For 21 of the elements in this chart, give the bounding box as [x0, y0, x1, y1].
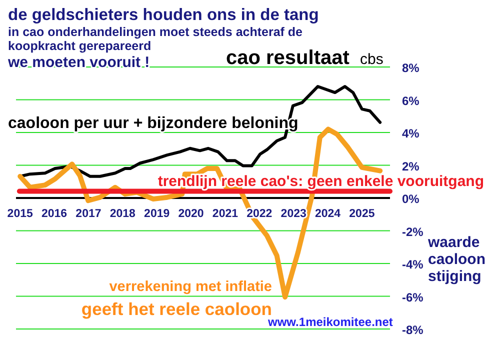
y-tick-label: -8%	[402, 323, 424, 337]
x-tick-label: 2019	[144, 208, 170, 220]
chart-title: de geldschieters houden ons in de tang	[8, 6, 319, 24]
x-tick-label: 2018	[110, 208, 136, 220]
x-tick-label: 2017	[76, 208, 102, 220]
y-tick-label: -2%	[402, 224, 424, 239]
x-tick-label: 2015	[7, 208, 34, 220]
x-tick-label: 2020	[178, 208, 204, 220]
x-tick-label: 2021	[212, 208, 239, 220]
y-tick-label: -6%	[402, 290, 424, 304]
annotation: cbs	[360, 51, 384, 68]
y-axis-title: waarde caoloon stijging	[427, 234, 486, 285]
x-tick-label: 2025	[349, 208, 376, 220]
y-tick-label: 6%	[402, 94, 420, 108]
y-tick-label: 8%	[402, 61, 420, 75]
y-tick-label: 0%	[402, 192, 420, 206]
y-tick-label: -4%	[402, 258, 424, 272]
x-tick-label: 2024	[314, 208, 342, 220]
y-tick-label: 2%	[402, 159, 420, 174]
y-tick-label: 4%	[402, 126, 420, 140]
x-tick-label: 2016	[41, 208, 68, 220]
